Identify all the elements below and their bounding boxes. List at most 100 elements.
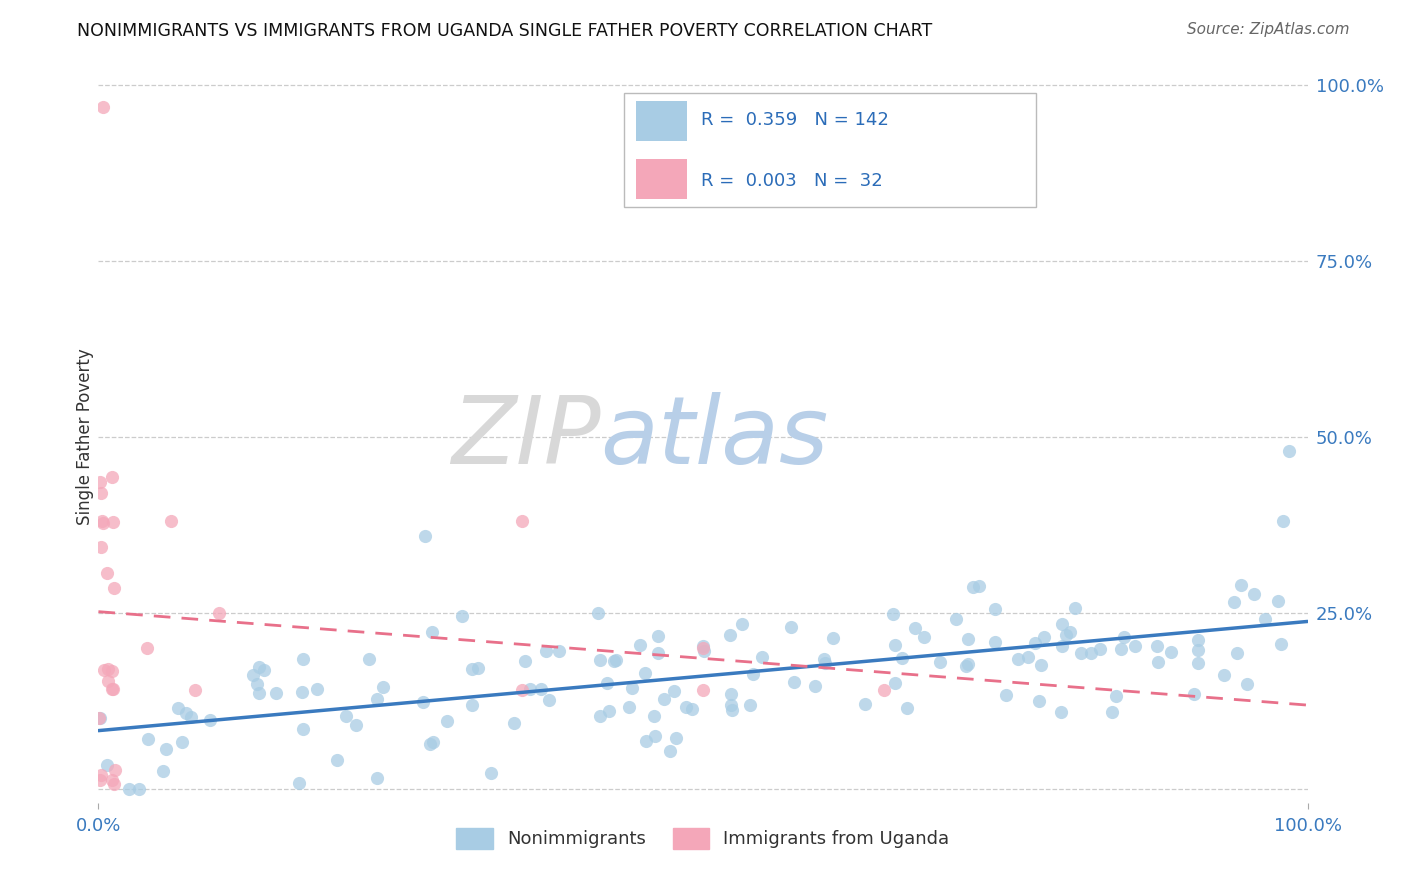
Point xyxy=(647,647,669,661)
Text: NONIMMIGRANTS VS IMMIGRANTS FROM UGANDA SINGLE FATHER POVERTY CORRELATION CHART: NONIMMIGRANTS VS IMMIGRANTS FROM UGANDA … xyxy=(77,22,932,40)
Point xyxy=(1187,633,1209,648)
Point xyxy=(957,632,980,646)
Point xyxy=(1226,646,1249,660)
Point xyxy=(605,653,627,667)
Point xyxy=(136,731,159,746)
Point xyxy=(450,609,472,624)
Text: R =  0.359   N = 142: R = 0.359 N = 142 xyxy=(700,112,889,129)
Point xyxy=(93,663,115,677)
Point xyxy=(419,737,441,751)
Point xyxy=(172,734,194,748)
Point xyxy=(1254,612,1277,626)
Point xyxy=(420,624,443,639)
Legend: Nonimmigrants, Immigrants from Uganda: Nonimmigrants, Immigrants from Uganda xyxy=(457,828,949,848)
Point xyxy=(135,641,157,656)
Point xyxy=(198,713,221,727)
Point xyxy=(413,528,436,542)
Point xyxy=(101,772,124,787)
Point xyxy=(1064,601,1087,615)
Point xyxy=(346,717,368,731)
Point xyxy=(1024,636,1046,650)
Point xyxy=(1213,668,1236,682)
Point xyxy=(1050,705,1073,719)
Point xyxy=(89,475,111,490)
Point xyxy=(823,631,845,645)
Point xyxy=(652,692,675,706)
Point xyxy=(884,638,907,652)
FancyBboxPatch shape xyxy=(624,94,1035,207)
Point xyxy=(1123,639,1146,653)
Point xyxy=(305,682,328,697)
Point xyxy=(326,753,349,767)
Point xyxy=(1007,652,1029,666)
Point xyxy=(675,699,697,714)
Point xyxy=(291,685,314,699)
Point xyxy=(873,683,896,698)
Point xyxy=(1184,687,1206,701)
Point xyxy=(96,758,118,772)
FancyBboxPatch shape xyxy=(637,159,688,200)
Point xyxy=(662,683,685,698)
Point xyxy=(721,703,744,717)
Point xyxy=(90,540,112,554)
Point xyxy=(1223,594,1246,608)
Point xyxy=(1031,658,1053,673)
Point xyxy=(548,643,571,657)
Point xyxy=(929,655,952,669)
Point xyxy=(422,735,444,749)
Point xyxy=(461,662,484,676)
Point xyxy=(586,606,609,620)
Point xyxy=(603,654,626,668)
Point xyxy=(101,515,124,529)
Point xyxy=(1147,655,1170,669)
Point xyxy=(957,657,980,671)
Point xyxy=(100,469,122,483)
Point xyxy=(152,764,174,779)
Point xyxy=(292,722,315,736)
Point xyxy=(984,635,1007,649)
Text: Source: ZipAtlas.com: Source: ZipAtlas.com xyxy=(1187,22,1350,37)
Point xyxy=(100,664,122,678)
Point xyxy=(479,765,502,780)
Point xyxy=(681,702,703,716)
Point xyxy=(589,709,612,723)
Text: ZIP: ZIP xyxy=(450,392,600,483)
Point xyxy=(813,652,835,666)
Point xyxy=(1033,631,1056,645)
Point xyxy=(530,681,553,696)
Point xyxy=(90,486,112,500)
Point xyxy=(371,681,394,695)
Point xyxy=(720,688,742,702)
Point xyxy=(287,776,309,790)
Point xyxy=(896,700,918,714)
Point xyxy=(1088,641,1111,656)
Point xyxy=(359,652,381,666)
Point xyxy=(1028,694,1050,708)
Point xyxy=(731,616,754,631)
Point xyxy=(90,767,112,781)
Point xyxy=(1080,646,1102,660)
Point xyxy=(1267,594,1289,608)
Point xyxy=(91,516,114,531)
Point xyxy=(167,701,190,715)
Point xyxy=(174,706,197,721)
Point xyxy=(983,602,1005,616)
Point xyxy=(1187,643,1209,657)
Point xyxy=(184,683,207,698)
Y-axis label: Single Father Poverty: Single Father Poverty xyxy=(76,349,94,525)
Point xyxy=(96,566,118,581)
Point xyxy=(103,776,125,790)
Point xyxy=(89,711,111,725)
Point xyxy=(249,686,271,700)
Point xyxy=(91,515,114,529)
Point xyxy=(804,679,827,693)
Point xyxy=(467,660,489,674)
Point xyxy=(97,662,120,676)
Point xyxy=(291,652,314,666)
Point xyxy=(366,692,388,706)
Point xyxy=(692,641,714,656)
Point xyxy=(510,683,533,698)
Point xyxy=(665,731,688,745)
Point xyxy=(1114,631,1136,645)
Point xyxy=(751,650,773,665)
